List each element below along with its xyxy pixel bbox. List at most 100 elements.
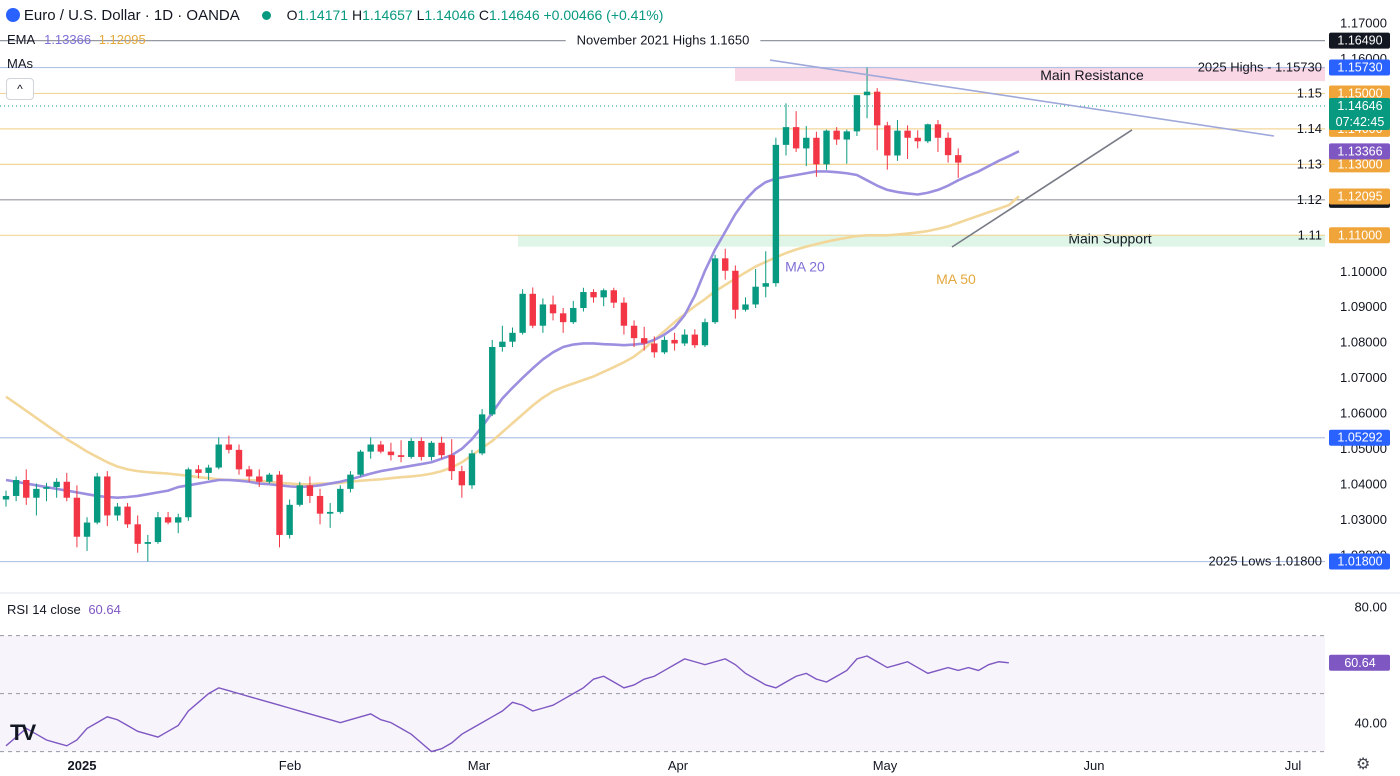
candle [357,451,364,475]
candle [600,290,607,298]
candle [468,453,476,486]
x-tick-label: May [873,758,898,773]
candle [164,517,172,523]
candle [306,485,314,496]
high-value: 1.14657 [362,7,413,23]
candle [640,338,648,344]
price-tag-text: 1.11000 [1338,228,1382,242]
candle [549,304,557,314]
candle [205,467,212,473]
candle [286,504,293,535]
candle [448,455,455,472]
rsi-line [5,655,1009,753]
ma20-annotation: MA 20 [785,259,825,275]
candle [803,137,810,149]
candle [701,322,709,346]
candle [711,258,719,323]
candle [33,488,40,498]
rsi-band [0,635,1325,752]
ema-ma20-value: 1.13366 [44,32,92,47]
candle [539,304,547,326]
ema-ma50-value: 1.12095 [98,32,146,47]
price-tag [1329,156,1390,173]
price-tag [1329,188,1390,205]
price-tag-text: 1.05292 [1337,431,1382,445]
x-tick-label: Jun [1084,758,1105,773]
candle [478,414,486,454]
open-value: 1.14171 [297,7,349,23]
y-tick-label: 1.10000 [1340,264,1387,279]
support-zone [518,234,1325,247]
candle [499,341,506,348]
price-tag [1329,227,1390,244]
candle [458,471,466,486]
candle [418,440,425,457]
mas-legend[interactable]: MAs [7,56,33,71]
header-bar: Euro / U.S. Dollar · 1D · OANDA O1.14171… [6,7,663,24]
rsi-legend[interactable]: RSI 14 close 60.64 [7,602,121,617]
candle [367,444,374,452]
candle [610,290,617,303]
price-tag [1329,553,1390,570]
price-tag [1329,143,1390,160]
candle [408,440,415,457]
candle [823,130,830,165]
candle [43,487,50,489]
support-trendline [951,129,1133,248]
candle [833,130,840,140]
candle [924,124,932,142]
candle [519,293,526,333]
level-label: November 2021 Highs 1.1650 [577,33,750,48]
tradingview-logo: TV [10,720,36,745]
rsi-tick-label: 80.00 [1354,600,1387,615]
candle [559,313,567,323]
ema-legend[interactable]: EMA 1.13366 1.12095 [7,32,146,47]
candle [651,343,658,353]
candle [337,488,344,512]
market-status-dot [261,11,271,20]
support-zone-label: Main Support [1068,231,1151,247]
level-label: 1.12 [1297,192,1322,207]
candle [316,495,324,514]
ma50-annotation: MA 50 [936,271,976,287]
close-value: 1.14646 [489,7,540,23]
candle [772,144,780,284]
candle [134,524,141,544]
candle [53,481,60,488]
x-tick-label: Apr [668,758,689,773]
rsi-value-tag [1329,654,1390,671]
candle [175,517,182,523]
price-tag [1329,429,1390,446]
candle [509,332,516,342]
price-tag [1329,59,1390,76]
price-tag-text: 1.14646 [1337,99,1382,113]
candle [914,137,921,142]
candle [782,127,790,145]
rsi-value: 60.64 [88,602,121,617]
candle [387,451,395,456]
candle [266,474,273,482]
collapse-legend-button[interactable]: ^ [6,78,34,100]
candle [185,469,192,518]
candle [570,307,577,323]
candle [661,339,668,353]
open-label: O [286,7,298,23]
symbol-flag-icon [6,8,20,22]
close-label: C [478,7,489,23]
x-tick-label: Feb [279,758,301,773]
candle [245,469,253,477]
settings-icon[interactable]: ⚙ [1356,756,1371,773]
rsi-tick-label: 40.00 [1354,716,1387,731]
candle [83,522,91,537]
candle [225,444,233,450]
candle [93,476,101,523]
level-label: 2025 Highs - 1.15730 [1198,60,1322,75]
symbol-title[interactable]: Euro / U.S. Dollar · 1D · OANDA [23,7,240,24]
x-tick-label: Jul [1285,758,1302,773]
low-label: L [416,7,425,23]
candle [256,476,263,482]
candle [792,127,800,149]
candle [276,474,283,535]
candle [144,542,152,544]
